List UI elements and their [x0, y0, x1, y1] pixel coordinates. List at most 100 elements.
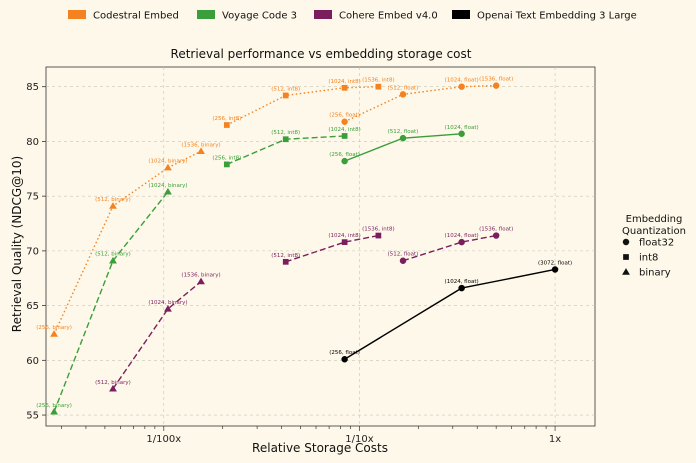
- series-0: [50, 82, 500, 337]
- legend-label: Openai Text Embedding 3 Large: [477, 11, 637, 22]
- legend-swatch: [68, 10, 86, 19]
- point-label: (256, float): [329, 152, 360, 158]
- data-point: [164, 163, 172, 171]
- x-tick-label: 1/100x: [146, 434, 181, 445]
- data-point: [492, 232, 500, 239]
- data-point: [399, 134, 407, 142]
- point-label: (1536, float): [479, 77, 513, 83]
- chart-title: Retrieval performance vs embedding stora…: [171, 47, 472, 61]
- point-label: (256, float): [329, 113, 360, 119]
- series-2: [109, 232, 500, 392]
- point-label: (256, float): [329, 350, 360, 356]
- point-label: (512, int8): [271, 130, 300, 136]
- data-point: [492, 82, 500, 89]
- grid: [46, 67, 595, 426]
- data-point: [341, 157, 348, 165]
- series-legend: Codestral Embed Voyage Code 3 Cohere Embed…: [68, 10, 637, 22]
- legend-label: Cohere Embed v4.0: [339, 11, 438, 22]
- point-labels: (256, binary) (512, binary) (1024, binary)…: [36, 77, 572, 409]
- point-label: (1024, int8): [328, 233, 360, 239]
- point-label: (512, float): [388, 85, 419, 91]
- data-point: [341, 84, 348, 91]
- point-label: (1536, int8): [362, 227, 394, 233]
- point-label: (512, float): [388, 252, 419, 258]
- data-point: [109, 256, 117, 264]
- data-point: [223, 122, 230, 128]
- data-point: [197, 277, 205, 285]
- y-tick-label: 75: [26, 192, 39, 203]
- data-point: [341, 133, 348, 139]
- point-label: (1024, float): [445, 233, 479, 239]
- data-point: [282, 258, 289, 265]
- point-label: (3072, float): [538, 260, 572, 266]
- data-point: [164, 187, 172, 195]
- legend-marker: [622, 238, 630, 246]
- data-point: [375, 232, 382, 239]
- x-axis-label: Relative Storage Costs: [252, 441, 388, 455]
- series-line: [402, 234, 497, 262]
- point-label: (1024, float): [445, 125, 479, 131]
- data-point: [458, 284, 465, 292]
- point-label: (1024, int8): [328, 79, 360, 85]
- point-label: (1024, float): [445, 78, 479, 84]
- legend-title: Quantization: [622, 226, 686, 237]
- y-tick-label: 85: [26, 82, 39, 93]
- point-label: (512, binary): [95, 252, 131, 258]
- data-point: [341, 118, 348, 125]
- y-axis-label: Retrieval Quality (NDCG@10): [10, 156, 24, 332]
- data-point: [109, 384, 117, 392]
- data-point: [551, 266, 559, 273]
- point-label: (1024, binary): [148, 159, 187, 165]
- series-line: [285, 234, 379, 263]
- data-point: [109, 202, 117, 209]
- point-label: (512, binary): [95, 197, 131, 203]
- y-tick-label: 70: [26, 246, 39, 257]
- data-point: [458, 130, 465, 137]
- data-point: [50, 330, 58, 337]
- x-tick-label: 1x: [549, 434, 561, 445]
- legend-marker: [623, 254, 629, 260]
- point-label: (256, int8): [212, 155, 241, 161]
- plot-area: [45, 66, 596, 427]
- legend-swatch: [314, 10, 332, 19]
- axes: 55 60 65 70 75 80 85 1/100x 1/10x 1x: [26, 82, 561, 445]
- data-point: [341, 239, 348, 245]
- series-line: [226, 86, 379, 126]
- y-tick-label: 65: [26, 301, 39, 312]
- series-1: [50, 130, 465, 415]
- legend-swatch: [452, 10, 470, 19]
- data-point: [375, 83, 382, 90]
- y-tick-label: 80: [26, 137, 39, 148]
- legend-label: float32: [639, 238, 674, 249]
- point-label: (1024, float): [445, 279, 479, 285]
- y-tick-label: 60: [26, 356, 39, 367]
- point-label: (1536, binary): [181, 273, 220, 279]
- point-label: (1024, binary): [148, 183, 187, 189]
- point-label: (256, int8): [212, 116, 241, 122]
- y-tick-label: 55: [26, 411, 39, 422]
- point-label: (1024, int8): [328, 127, 360, 133]
- data-point: [164, 304, 172, 312]
- data-point: [223, 161, 230, 168]
- data-point: [50, 407, 58, 415]
- data-point: [197, 147, 205, 155]
- x-tick-label: 1/10x: [345, 434, 373, 445]
- legend-title: Embedding: [626, 214, 683, 225]
- data-point: [458, 238, 465, 246]
- point-label: (1024, binary): [148, 300, 187, 306]
- data-point: [282, 92, 289, 99]
- series-line: [344, 84, 497, 123]
- point-label: (512, int8): [271, 86, 300, 92]
- data-point: [399, 91, 407, 98]
- point-label: (512, int8): [271, 253, 300, 259]
- series-layer: [50, 82, 559, 415]
- point-label: (512, binary): [95, 380, 131, 386]
- legend-label: int8: [639, 253, 658, 264]
- point-label: (256, binary): [36, 325, 72, 331]
- data-point: [341, 356, 348, 363]
- legend-label: Codestral Embed: [93, 11, 179, 22]
- legend-marker: [622, 268, 630, 275]
